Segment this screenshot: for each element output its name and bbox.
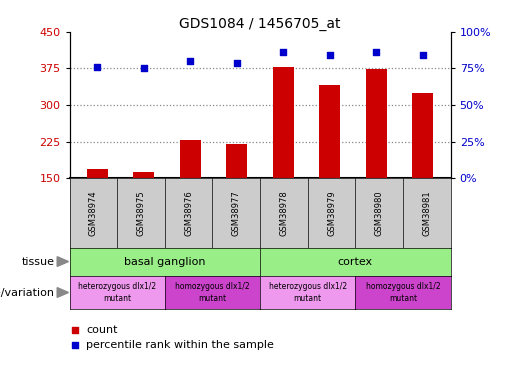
Text: homozygous dlx1/2
mutant: homozygous dlx1/2 mutant: [175, 282, 250, 303]
Text: percentile rank within the sample: percentile rank within the sample: [86, 340, 274, 350]
Polygon shape: [57, 256, 68, 266]
Text: GSM38981: GSM38981: [422, 190, 431, 236]
Text: GSM38975: GSM38975: [136, 190, 145, 236]
Point: [419, 52, 427, 58]
Point: [279, 50, 287, 55]
Text: GSM38978: GSM38978: [280, 190, 288, 236]
Text: heterozygous dlx1/2
mutant: heterozygous dlx1/2 mutant: [78, 282, 156, 303]
Text: GSM38976: GSM38976: [184, 190, 193, 236]
Text: GSM38980: GSM38980: [375, 190, 384, 236]
Text: GSM38977: GSM38977: [232, 190, 241, 236]
Text: basal ganglion: basal ganglion: [124, 256, 205, 267]
Text: homozygous dlx1/2
mutant: homozygous dlx1/2 mutant: [366, 282, 440, 303]
Text: heterozygous dlx1/2
mutant: heterozygous dlx1/2 mutant: [269, 282, 347, 303]
Point: [140, 65, 148, 71]
Text: genotype/variation: genotype/variation: [0, 288, 55, 297]
Point: [186, 58, 195, 64]
Point: [71, 327, 79, 333]
Text: GSM38974: GSM38974: [89, 190, 98, 236]
Text: count: count: [86, 325, 117, 335]
Bar: [413, 93, 433, 178]
Point: [325, 52, 334, 58]
Text: tissue: tissue: [22, 256, 55, 267]
Point: [372, 50, 381, 55]
Bar: [319, 84, 340, 178]
Text: cortex: cortex: [338, 256, 373, 267]
Bar: [180, 140, 201, 178]
Text: GSM38979: GSM38979: [327, 190, 336, 236]
Bar: [87, 170, 108, 178]
Point: [233, 60, 241, 66]
Title: GDS1084 / 1456705_at: GDS1084 / 1456705_at: [179, 17, 341, 31]
Bar: [133, 172, 154, 178]
Bar: [273, 67, 294, 178]
Bar: [227, 144, 247, 178]
Polygon shape: [57, 288, 68, 297]
Point: [71, 342, 79, 348]
Point: [93, 64, 101, 70]
Bar: [366, 69, 387, 178]
